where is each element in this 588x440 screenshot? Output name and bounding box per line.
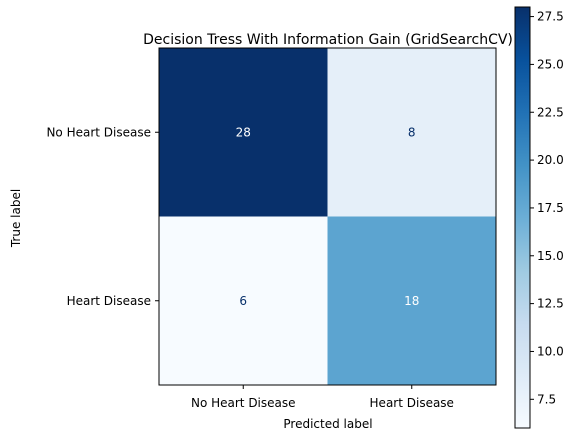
cell-value-label: 6: [239, 294, 247, 308]
x-tick-label: No Heart Disease: [191, 396, 296, 410]
x-tick-label: Heart Disease: [370, 396, 454, 410]
cell-value-label: 18: [404, 294, 419, 308]
heatmap-cell: [327, 48, 497, 217]
colorbar: 7.5 10.0 12.5 15.0 17.5 20.0 22.5 25.0 27.5: [514, 6, 564, 429]
colorbar-tick-label: 12.5: [537, 297, 564, 311]
colorbar-tick-label: 20.0: [537, 153, 564, 167]
colorbar-tick-label: 17.5: [537, 201, 564, 215]
chart-title: Decision Tress With Information Gain (Gr…: [143, 32, 513, 48]
colorbar-tick-label: 7.5: [537, 392, 556, 406]
cell-value-label: 8: [408, 125, 416, 139]
x-axis-label: Predicted label: [283, 417, 372, 431]
y-axis-label: True label: [9, 189, 23, 248]
cell-value-label: 28: [236, 125, 251, 139]
x-axis-ticks: No Heart Disease Heart Disease: [191, 385, 454, 410]
heatmap-cell: [327, 216, 497, 386]
y-tick-label: No Heart Disease: [46, 125, 151, 139]
heatmap-cell: [159, 48, 328, 217]
plot-frame: [158, 47, 497, 386]
colorbar-tick-label: 15.0: [537, 249, 564, 263]
heatmap-cells: 28 8 6 18: [159, 48, 497, 386]
heatmap-cell: [159, 216, 328, 386]
y-tick-label: Heart Disease: [67, 294, 151, 308]
colorbar-tick-label: 22.5: [537, 105, 564, 119]
colorbar-tick-label: 10.0: [537, 344, 564, 358]
y-axis-ticks: No Heart Disease Heart Disease: [46, 125, 159, 308]
colorbar-ticks: 7.5 10.0 12.5 15.0 17.5 20.0 22.5 25.0 27.5: [530, 10, 564, 406]
colorbar-tick-label: 27.5: [537, 10, 564, 24]
colorbar-gradient: [514, 6, 531, 429]
colorbar-tick-label: 25.0: [537, 57, 564, 71]
